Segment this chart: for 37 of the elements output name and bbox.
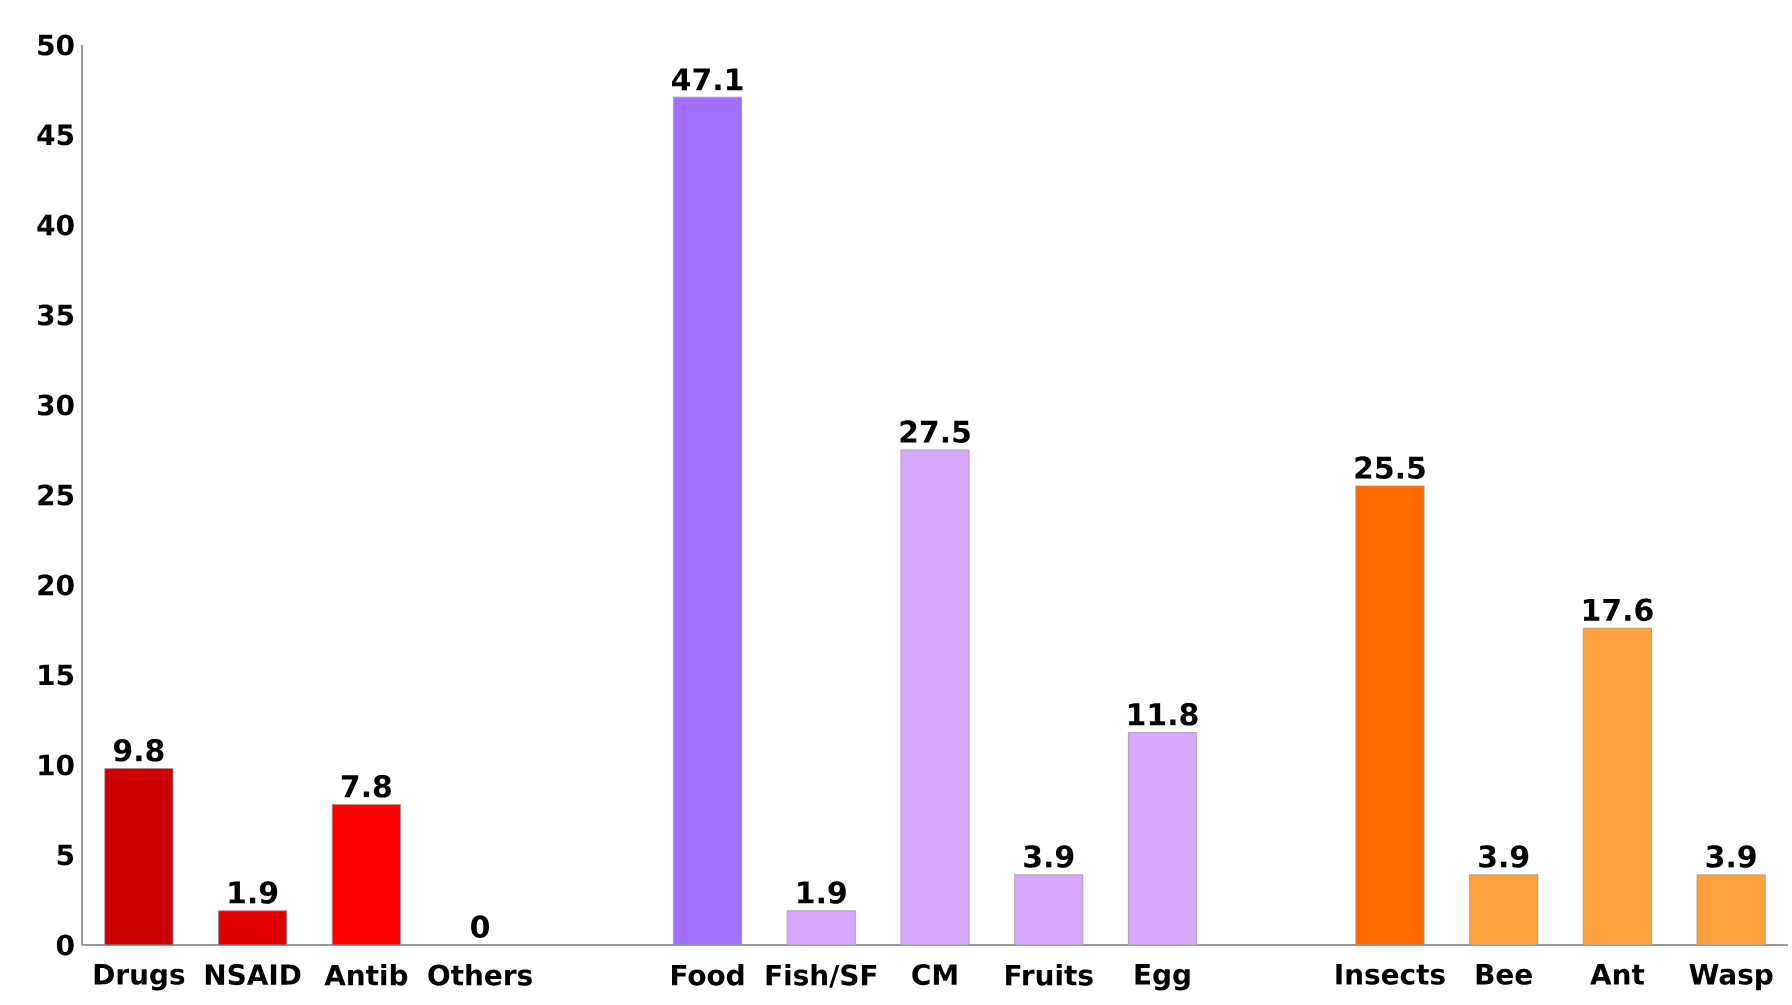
x-tick-label: CM	[912, 964, 957, 986]
data-label: 25.5	[1355, 456, 1425, 479]
y-tick-label: 45	[37, 124, 74, 146]
y-tick-label: 20	[38, 574, 74, 596]
data-label: 7.8	[341, 774, 391, 798]
x-tick-label: Drugs	[94, 964, 185, 991]
data-label: 27.5	[900, 420, 970, 443]
x-tick-label: Others	[428, 964, 532, 986]
data-label: 0	[471, 915, 490, 938]
data-label: 1.9	[798, 881, 846, 904]
y-tick-label: 5	[57, 844, 74, 866]
x-tick-label: NSAID	[205, 964, 301, 986]
x-tick-label: Egg	[1135, 964, 1190, 991]
x-tick-label: Food	[671, 964, 744, 986]
y-tick-label: 0	[56, 934, 74, 956]
data-label: 3.9	[1706, 845, 1756, 868]
y-tick-label: 10	[39, 754, 74, 776]
data-label: 11.8	[1128, 702, 1198, 726]
x-tick-label: Fish/SF	[766, 964, 877, 988]
y-tick-label: 15	[39, 664, 74, 686]
data-label: 9.8	[113, 738, 164, 762]
y-tick-label: 50	[38, 34, 74, 56]
x-tick-label: Fruits	[1006, 964, 1093, 986]
y-tick-label: 40	[37, 214, 74, 236]
x-tick-label: Bee	[1476, 964, 1532, 985]
data-label: 3.9	[1479, 845, 1529, 868]
y-tick-label: 30	[38, 394, 74, 416]
x-tick-label: Insects	[1336, 964, 1445, 985]
y-tick-label: 25	[38, 484, 74, 506]
data-label: 47.1	[672, 68, 743, 91]
data-label: 3.9	[1024, 845, 1074, 868]
x-tick-label: Wasp	[1689, 964, 1773, 991]
x-tick-label: Antib	[324, 964, 408, 986]
x-tick-label: Ant	[1590, 964, 1645, 985]
y-tick-label: 35	[38, 304, 74, 326]
data-label: 17.6	[1583, 598, 1653, 622]
data-label: 1.9	[229, 881, 278, 904]
